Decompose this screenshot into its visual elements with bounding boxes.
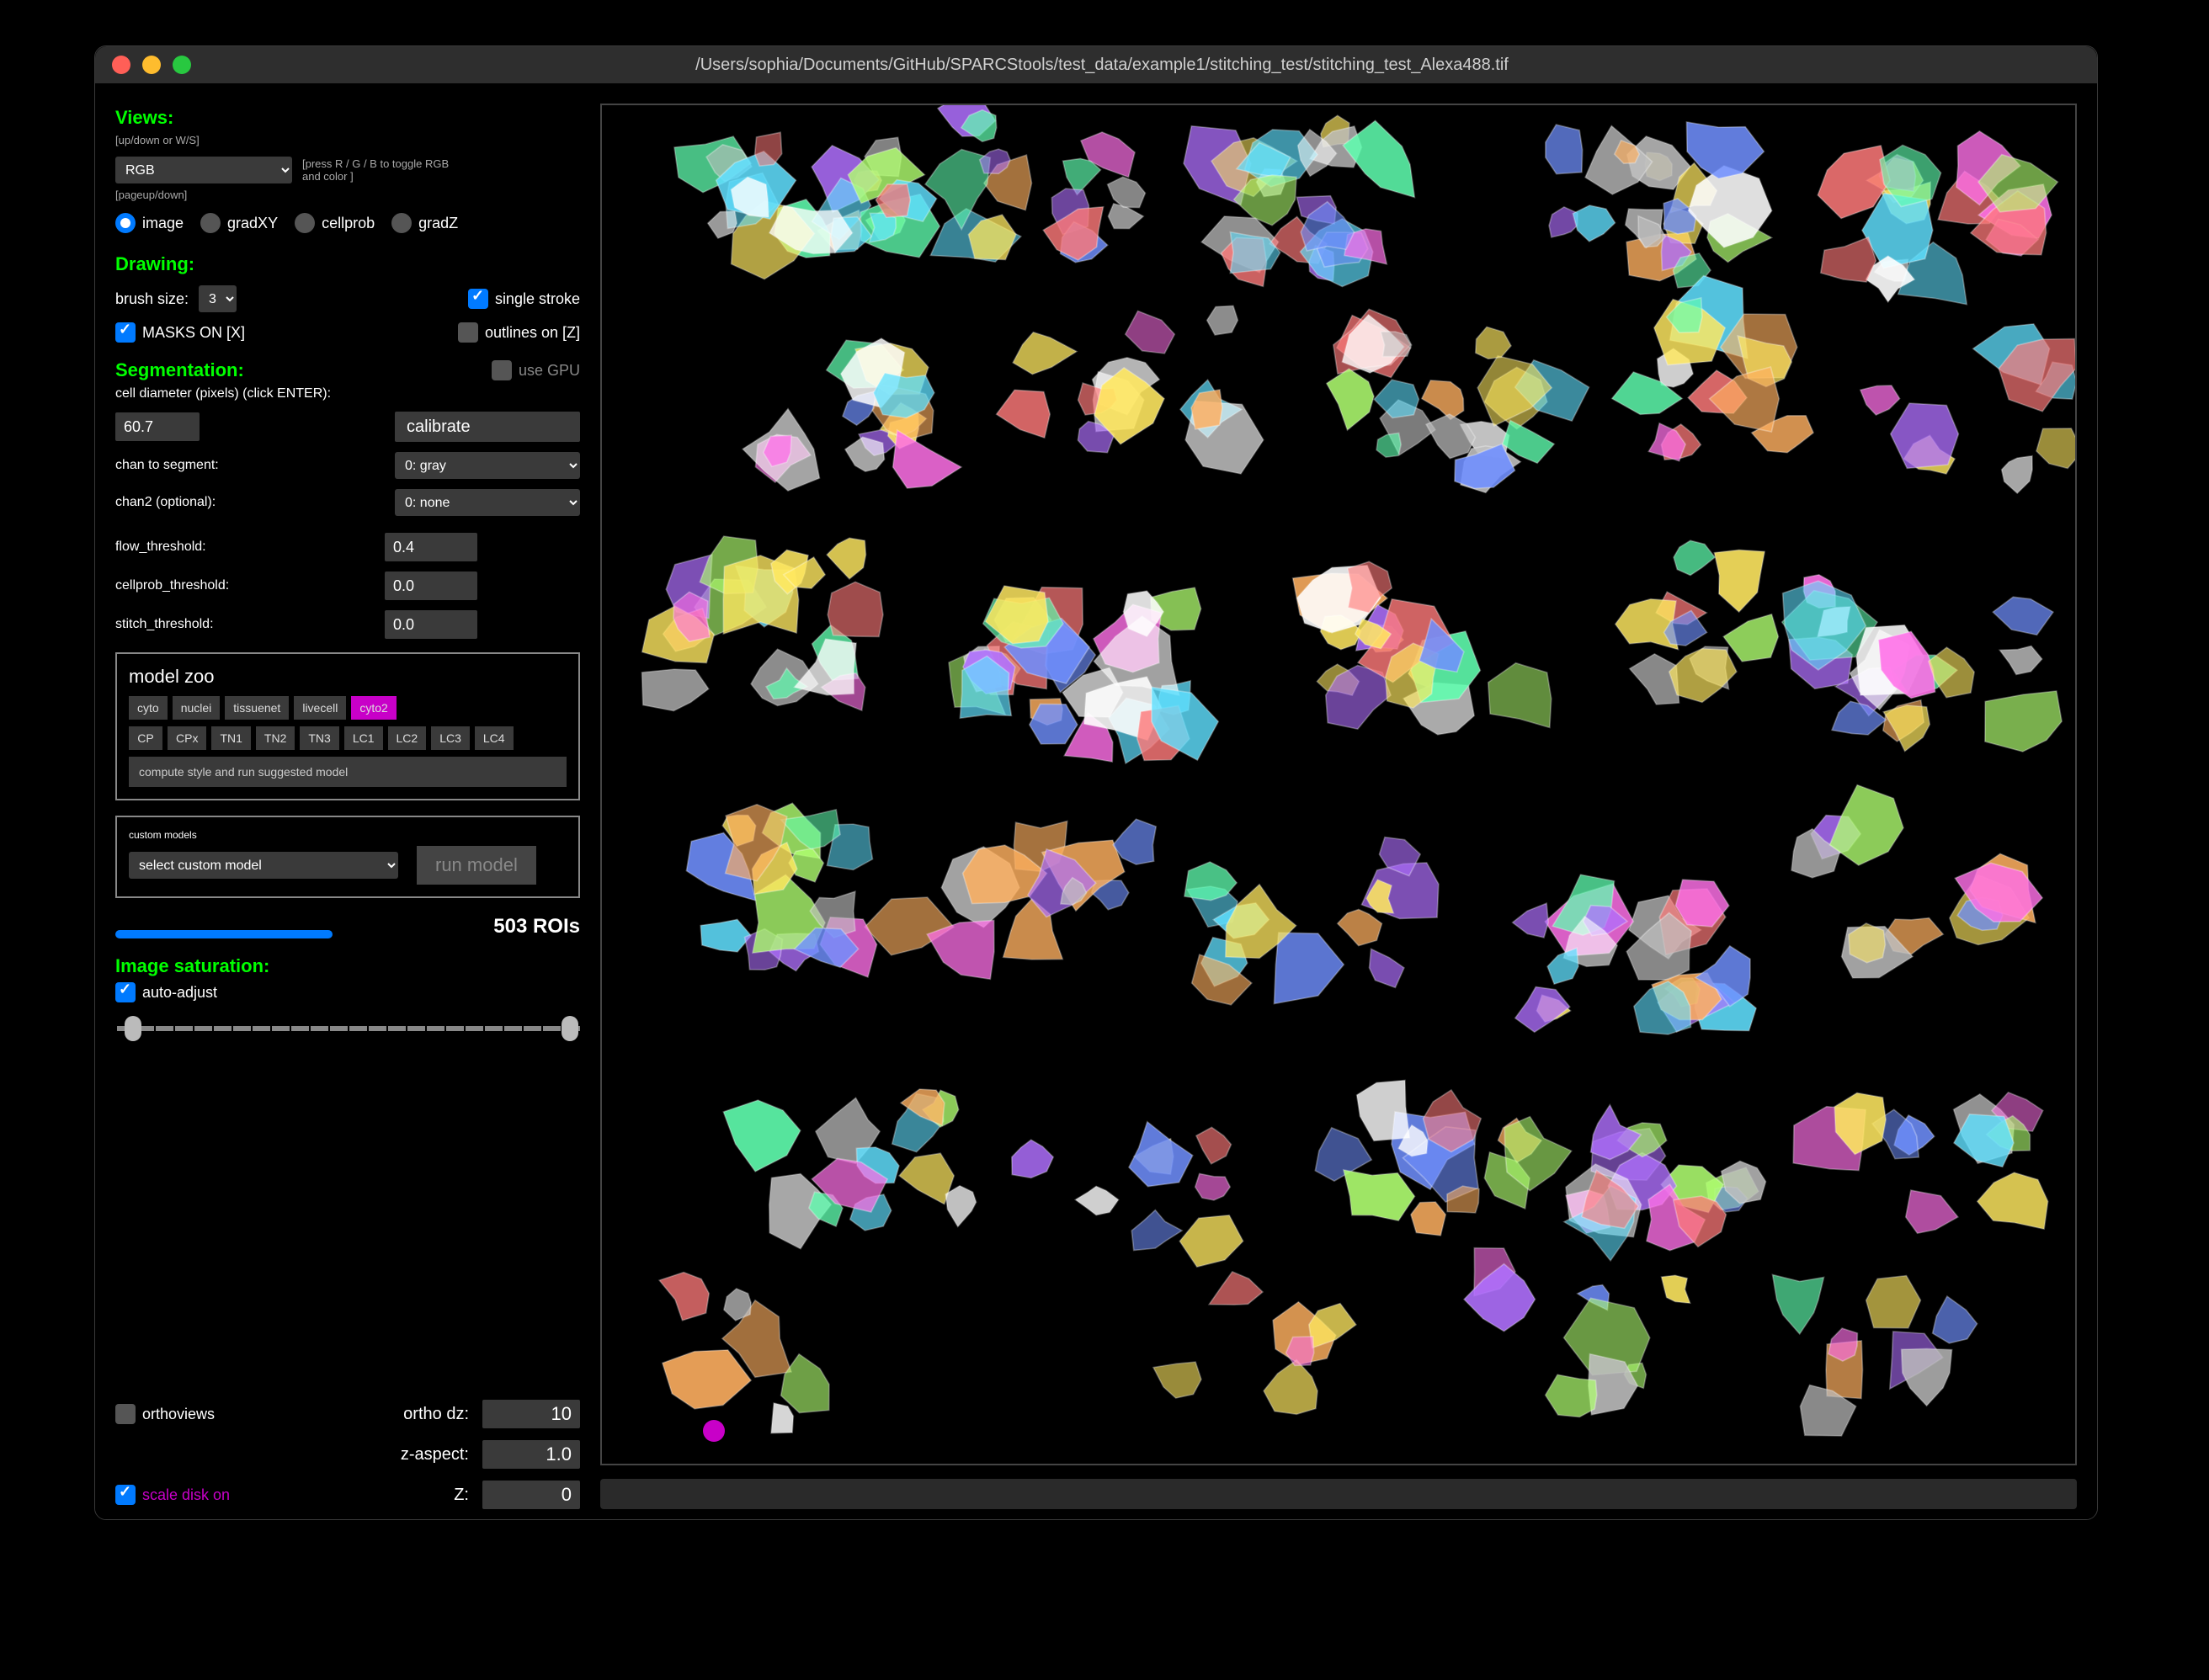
status-bar (600, 1479, 2077, 1509)
use-gpu-checkbox[interactable]: use GPU (492, 360, 580, 380)
model-zoo-title: model zoo (129, 666, 567, 688)
cellprob-threshold-label: cellprob_threshold: (115, 578, 229, 593)
single-stroke-checkbox[interactable]: single stroke (468, 289, 580, 309)
model-TN3[interactable]: TN3 (300, 726, 338, 750)
model-tissuenet[interactable]: tissuenet (225, 696, 289, 720)
z-aspect-input[interactable] (482, 1440, 580, 1469)
custom-models-panel: custom models select custom model run mo… (115, 816, 580, 898)
model-nuclei[interactable]: nuclei (173, 696, 221, 720)
calibrate-button[interactable]: calibrate (395, 412, 580, 442)
image-canvas[interactable] (600, 104, 2077, 1465)
model-cyto2[interactable]: cyto2 (351, 696, 396, 720)
model-LC4[interactable]: LC4 (475, 726, 514, 750)
model-cyto[interactable]: cyto (129, 696, 168, 720)
model-zoo-panel: model zoo cytonucleitissuenetlivecellcyt… (115, 652, 580, 800)
chan-segment-label: chan to segment: (115, 458, 219, 473)
brush-size-label: brush size: (115, 290, 189, 308)
use-gpu-label: use GPU (519, 362, 580, 380)
model-CPx[interactable]: CPx (168, 726, 206, 750)
model-LC3[interactable]: LC3 (431, 726, 470, 750)
colormap-select[interactable]: RGBgrayredgreenblue (115, 157, 292, 183)
auto-adjust-label: auto-adjust (142, 984, 217, 1002)
sidebar: Views: [up/down or W/S] RGBgrayredgreenb… (95, 83, 600, 1519)
outlines-on-label: outlines on [Z] (485, 324, 580, 342)
close-icon[interactable] (112, 56, 130, 74)
scale-disk-checkbox[interactable]: scale disk on (115, 1485, 387, 1505)
radio-gradXY[interactable]: gradXY (200, 213, 278, 233)
brush-size-select[interactable]: 12345 (199, 285, 237, 312)
app-window: /Users/sophia/Documents/GitHub/SPARCStoo… (94, 45, 2098, 1520)
progress-bar (115, 930, 333, 938)
cells-overlay (602, 105, 2075, 1464)
model-LC1[interactable]: LC1 (344, 726, 383, 750)
saturation-slider[interactable] (115, 1018, 580, 1039)
titlebar: /Users/sophia/Documents/GitHub/SPARCStoo… (95, 46, 2097, 83)
outlines-on-checkbox[interactable]: outlines on [Z] (458, 322, 580, 343)
ortho-dz-label: ortho dz: (401, 1405, 469, 1424)
auto-adjust-checkbox[interactable]: auto-adjust (115, 982, 580, 1002)
minimize-icon[interactable] (142, 56, 161, 74)
cell-diameter-label: cell diameter (pixels) (click ENTER): (115, 386, 580, 401)
scale-disk-icon (703, 1420, 725, 1442)
radio-image[interactable]: image (115, 213, 184, 233)
run-model-button[interactable]: run model (417, 846, 536, 885)
model-livecell[interactable]: livecell (294, 696, 346, 720)
ortho-dz-input[interactable] (482, 1400, 580, 1428)
flow-threshold-input[interactable] (385, 533, 477, 561)
segmentation-heading: Segmentation: (115, 359, 244, 381)
rgb-toggle-hint: [press R / G / B to toggle RGB and color… (302, 157, 454, 183)
stitch-threshold-label: stitch_threshold: (115, 617, 214, 632)
orthoviews-label: orthoviews (142, 1406, 215, 1423)
chan2-select[interactable]: 0: none (395, 489, 580, 516)
window-title: /Users/sophia/Documents/GitHub/SPARCStoo… (191, 56, 2080, 75)
custom-model-select[interactable]: select custom model (129, 852, 398, 879)
views-nav-hint: [up/down or W/S] (115, 134, 580, 146)
views-heading: Views: (115, 107, 580, 129)
custom-models-title: custom models (129, 829, 567, 841)
single-stroke-label: single stroke (495, 290, 580, 308)
masks-on-checkbox[interactable]: MASKS ON [X] (115, 322, 245, 343)
views-page-hint: [pageup/down] (115, 189, 580, 201)
model-TN2[interactable]: TN2 (256, 726, 295, 750)
z-aspect-label: z-aspect: (401, 1445, 469, 1465)
radio-gradZ[interactable]: gradZ (391, 213, 458, 233)
chan-segment-select[interactable]: 0: gray (395, 452, 580, 479)
view-mode-radios: image gradXY cellprob gradZ (115, 213, 580, 233)
fullscreen-icon[interactable] (173, 56, 191, 74)
model-CP[interactable]: CP (129, 726, 162, 750)
flow-threshold-label: flow_threshold: (115, 540, 206, 555)
drawing-heading: Drawing: (115, 253, 580, 275)
model-TN1[interactable]: TN1 (211, 726, 250, 750)
compute-style-button[interactable]: compute style and run suggested model (129, 757, 567, 787)
scale-disk-label: scale disk on (142, 1486, 230, 1504)
model-LC2[interactable]: LC2 (388, 726, 427, 750)
saturation-heading: Image saturation: (115, 955, 580, 977)
stitch-threshold-input[interactable] (385, 610, 477, 639)
cellprob-threshold-input[interactable] (385, 572, 477, 600)
roi-count: 503 ROIs (493, 915, 580, 938)
orthoviews-checkbox[interactable]: orthoviews (115, 1404, 387, 1424)
z-input[interactable] (482, 1481, 580, 1509)
radio-cellprob[interactable]: cellprob (295, 213, 375, 233)
viewport-panel (600, 83, 2097, 1519)
chan2-label: chan2 (optional): (115, 495, 216, 510)
masks-on-label: MASKS ON [X] (142, 324, 245, 342)
z-label: Z: (401, 1486, 469, 1505)
cell-diameter-input[interactable] (115, 412, 200, 441)
